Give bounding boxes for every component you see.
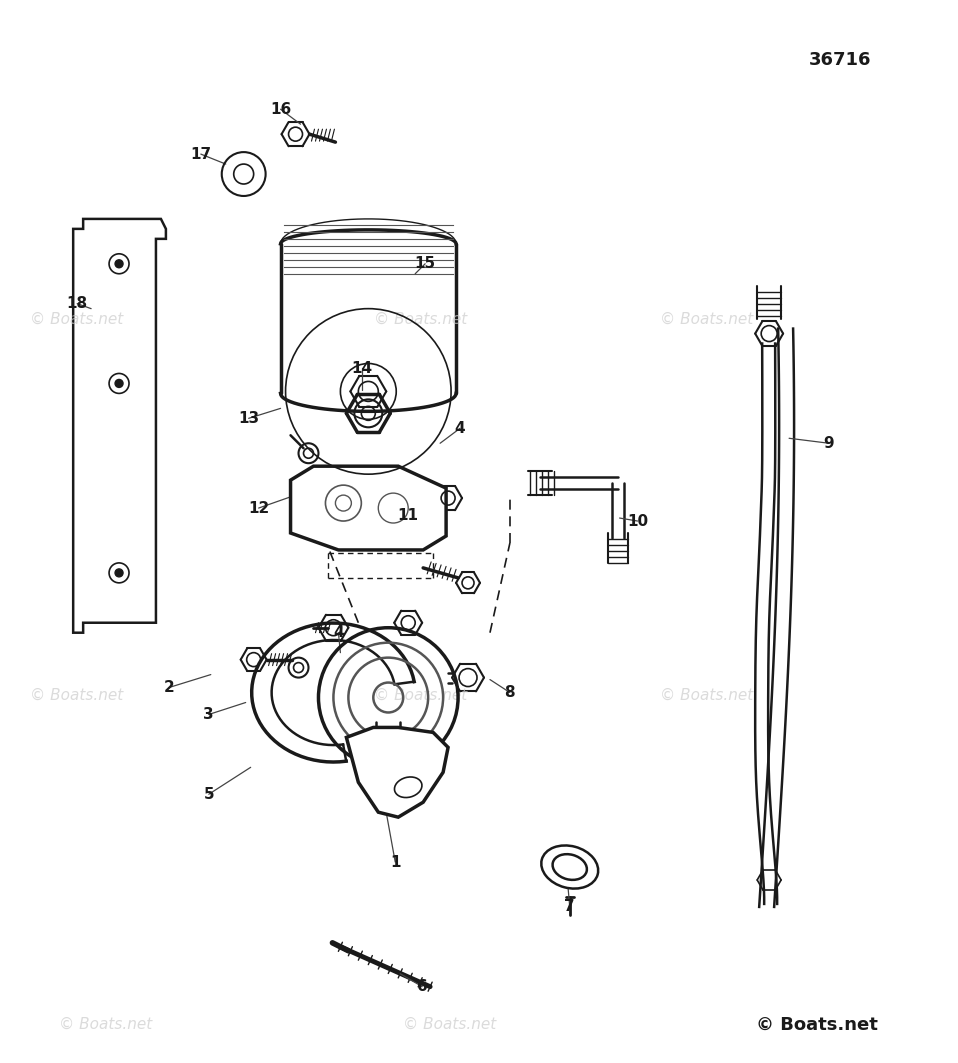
Circle shape: [115, 569, 123, 577]
Ellipse shape: [541, 845, 598, 889]
Text: 7: 7: [564, 899, 575, 914]
Polygon shape: [290, 467, 446, 550]
Text: 16: 16: [270, 102, 291, 117]
Ellipse shape: [553, 855, 587, 880]
Text: 11: 11: [398, 507, 419, 523]
Text: 15: 15: [415, 256, 436, 271]
Polygon shape: [347, 727, 448, 817]
Text: 2: 2: [164, 680, 174, 695]
Text: © Boats.net: © Boats.net: [756, 1015, 878, 1033]
Text: 36716: 36716: [809, 51, 871, 69]
Text: 17: 17: [191, 147, 212, 162]
Text: 1: 1: [390, 855, 400, 870]
Text: 18: 18: [67, 297, 88, 311]
Text: 5: 5: [203, 787, 214, 802]
Text: 4: 4: [333, 625, 344, 640]
Text: 12: 12: [248, 501, 269, 516]
Ellipse shape: [395, 777, 422, 797]
Text: © Boats.net: © Boats.net: [374, 313, 468, 327]
Text: 3: 3: [203, 707, 214, 722]
Text: 4: 4: [455, 421, 466, 436]
Text: 8: 8: [505, 685, 515, 701]
Text: 10: 10: [627, 513, 649, 528]
Text: © Boats.net: © Boats.net: [30, 313, 124, 327]
Text: 13: 13: [239, 410, 260, 426]
Text: © Boats.net: © Boats.net: [30, 688, 124, 704]
Text: 14: 14: [352, 361, 373, 376]
Text: © Boats.net: © Boats.net: [660, 688, 754, 704]
Circle shape: [115, 379, 123, 387]
Circle shape: [115, 259, 123, 268]
Text: © Boats.net: © Boats.net: [660, 313, 754, 327]
Text: © Boats.net: © Boats.net: [402, 1017, 496, 1032]
Text: © Boats.net: © Boats.net: [374, 688, 468, 704]
Text: 6: 6: [417, 979, 427, 994]
Polygon shape: [73, 219, 166, 632]
Text: © Boats.net: © Boats.net: [58, 1017, 152, 1032]
Text: 9: 9: [824, 436, 834, 451]
